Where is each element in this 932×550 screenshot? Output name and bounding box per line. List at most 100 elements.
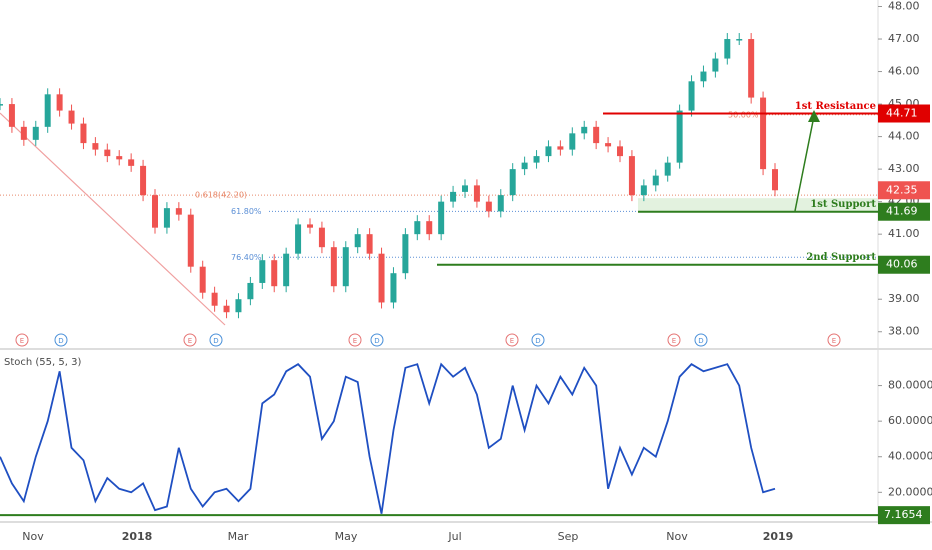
candle bbox=[378, 253, 385, 303]
candle bbox=[497, 195, 504, 212]
candle bbox=[44, 94, 51, 127]
event-marker bbox=[531, 333, 545, 347]
x-tick-label: Nov bbox=[22, 530, 44, 543]
candle bbox=[187, 214, 194, 267]
price-tag bbox=[878, 506, 930, 525]
candle bbox=[712, 58, 719, 72]
candle bbox=[676, 110, 683, 163]
candle bbox=[271, 260, 278, 287]
arrow bbox=[794, 115, 815, 212]
y-tick-label: 47.00 bbox=[888, 32, 920, 45]
candle bbox=[8, 104, 15, 127]
candle bbox=[748, 39, 755, 98]
event-marker bbox=[15, 333, 29, 347]
event-label: D bbox=[535, 337, 540, 345]
y-tick-label: 60.0000 bbox=[888, 414, 932, 427]
candle bbox=[605, 143, 612, 147]
candle bbox=[92, 143, 99, 150]
x-tick-label: 2019 bbox=[763, 530, 794, 543]
y-tick-label: 38.00 bbox=[888, 325, 920, 338]
candle bbox=[545, 146, 552, 157]
x-tick-label: Nov bbox=[666, 530, 688, 543]
y-tick-label: 41.00 bbox=[888, 227, 920, 240]
candle bbox=[32, 126, 39, 140]
candle bbox=[581, 126, 588, 134]
candle bbox=[509, 169, 516, 196]
candle bbox=[295, 224, 302, 254]
candle bbox=[283, 253, 290, 287]
candle bbox=[116, 156, 123, 160]
candle bbox=[235, 299, 242, 313]
x-tick-label: Mar bbox=[228, 530, 249, 543]
event-label: E bbox=[20, 337, 24, 345]
x-tick-label: May bbox=[335, 530, 358, 543]
event-marker bbox=[827, 333, 841, 347]
candle bbox=[330, 247, 337, 287]
event-marker bbox=[209, 333, 223, 347]
candle bbox=[724, 39, 731, 59]
level-name: 2nd Support bbox=[806, 252, 876, 263]
level-name: 1st Support bbox=[810, 199, 876, 210]
event-label: D bbox=[374, 337, 379, 345]
candle bbox=[163, 208, 170, 228]
fib-label: 76.40% bbox=[231, 253, 262, 262]
candle bbox=[128, 159, 135, 166]
y-tick-label: 40.0000 bbox=[888, 450, 932, 463]
y-tick-label: 46.00 bbox=[888, 65, 920, 78]
x-tick-label: 2018 bbox=[122, 530, 153, 543]
y-tick-label: 80.0000 bbox=[888, 379, 932, 392]
event-label: E bbox=[188, 337, 192, 345]
candle bbox=[247, 282, 254, 300]
candle bbox=[760, 97, 767, 170]
fib-label: 0.618(42.20) bbox=[195, 191, 247, 200]
y-tick-label: 20.0000 bbox=[888, 485, 932, 498]
event-label: E bbox=[353, 337, 357, 345]
candle bbox=[664, 162, 671, 176]
y-tick-label: 44.00 bbox=[888, 130, 920, 143]
fib-label: 61.80% bbox=[231, 207, 262, 216]
candle bbox=[462, 185, 468, 192]
candle bbox=[80, 123, 87, 144]
candle bbox=[402, 234, 409, 274]
candle bbox=[56, 94, 63, 111]
candle bbox=[259, 260, 266, 283]
x-tick-label: Jul bbox=[447, 530, 461, 543]
candle bbox=[211, 292, 218, 306]
candle bbox=[426, 221, 433, 235]
candle bbox=[152, 195, 158, 228]
candle bbox=[199, 266, 206, 293]
event-marker bbox=[54, 333, 68, 347]
candle bbox=[473, 185, 480, 202]
candle bbox=[628, 156, 635, 196]
candle bbox=[366, 234, 373, 254]
arrow-head bbox=[808, 110, 820, 122]
y-tick-label: 39.00 bbox=[888, 292, 920, 305]
candle bbox=[485, 201, 492, 212]
candle bbox=[533, 156, 540, 163]
y-tick-label: 43.00 bbox=[888, 162, 920, 175]
level-name: 1st Resistance bbox=[795, 101, 876, 112]
candle bbox=[652, 175, 659, 186]
candle bbox=[414, 221, 421, 235]
candle bbox=[569, 133, 576, 150]
event-marker bbox=[370, 333, 384, 347]
candle bbox=[318, 227, 325, 248]
candle bbox=[557, 146, 564, 150]
candle bbox=[688, 81, 695, 111]
event-marker bbox=[667, 333, 681, 347]
event-label: D bbox=[213, 337, 218, 345]
candle bbox=[521, 162, 528, 170]
candle bbox=[438, 201, 445, 235]
candle bbox=[307, 224, 313, 228]
candle bbox=[223, 305, 230, 313]
candle bbox=[593, 126, 600, 144]
fib-label: 50.00% bbox=[728, 110, 759, 119]
y-tick-label: 48.00 bbox=[888, 0, 920, 13]
candle bbox=[450, 191, 457, 202]
event-label: E bbox=[510, 337, 514, 345]
price-tag-label: 44.71 bbox=[886, 107, 918, 120]
price-tag-label: 40.06 bbox=[886, 258, 918, 271]
candle bbox=[354, 234, 361, 248]
